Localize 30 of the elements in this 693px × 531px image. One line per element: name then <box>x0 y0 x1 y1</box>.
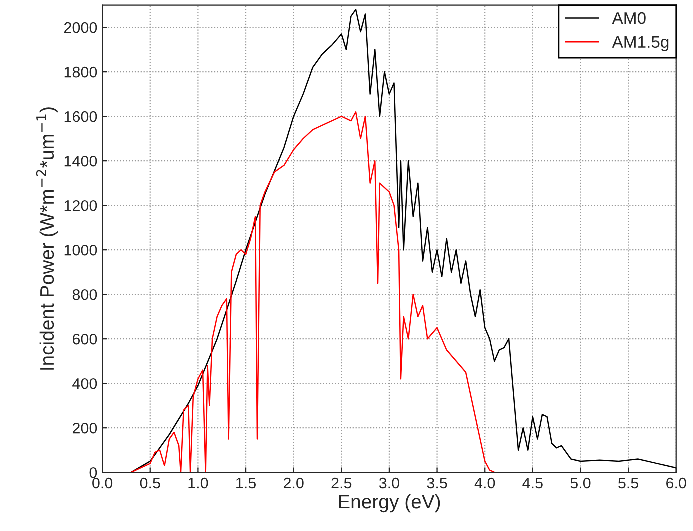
x-tick-label: 5.5 <box>618 478 639 489</box>
y-axis-title: Incident Power (W*m$^{−2}$*um$^{−1}$) <box>36 108 58 370</box>
line-series <box>130 111 496 473</box>
x-tick-label: 1.5 <box>236 478 256 489</box>
y-tick-label: 400 <box>72 378 98 390</box>
x-tick-label: 3.5 <box>427 478 448 489</box>
x-tick-label: 0.0 <box>92 478 113 489</box>
line-series <box>130 9 676 473</box>
x-tick-label: 3.0 <box>379 478 400 489</box>
y-tick-label: 1400 <box>64 156 98 167</box>
y-tick-label: 600 <box>72 334 98 345</box>
y-tick-label: 1000 <box>64 244 98 256</box>
x-tick-label: 4.0 <box>474 478 496 489</box>
legend-label: AM1.5g <box>612 36 669 52</box>
y-tick-label: 800 <box>72 289 98 300</box>
x-tick-label: 1.0 <box>188 478 208 489</box>
legend-label: AM0 <box>612 12 646 24</box>
y-tick-label: 200 <box>72 422 98 434</box>
y-tick-label: 1800 <box>64 66 98 78</box>
x-axis-title: Energy (eV) <box>339 494 440 513</box>
x-tick-label: 4.5 <box>522 478 543 489</box>
y-tick-label: 0 <box>90 467 98 478</box>
x-tick-label: 5.0 <box>570 478 591 489</box>
x-tick-label: 2.0 <box>284 478 304 489</box>
y-tick-label: 1200 <box>64 200 98 212</box>
x-tick-label: 6.0 <box>666 478 686 489</box>
x-tick-label: 2.5 <box>332 478 352 489</box>
y-tick-label: 2000 <box>64 22 98 34</box>
x-tick-label: 0.5 <box>140 478 160 489</box>
y-tick-label: 1600 <box>64 111 98 122</box>
